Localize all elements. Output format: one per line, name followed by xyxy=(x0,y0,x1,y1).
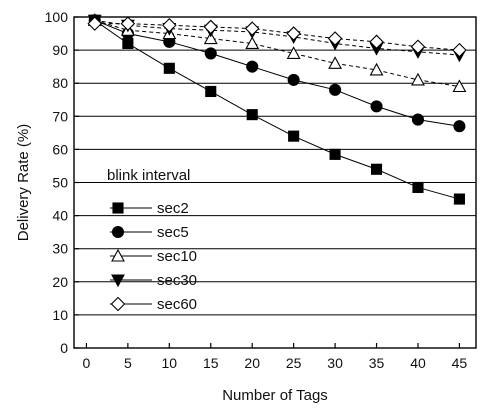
data-point-sec5 xyxy=(246,60,259,73)
data-point-sec2 xyxy=(246,109,258,121)
data-point-sec60 xyxy=(87,16,102,31)
data-point-sec60 xyxy=(327,31,343,46)
y-tick-label: 10 xyxy=(52,307,68,323)
series-line-sec60 xyxy=(94,23,460,51)
data-point-sec5 xyxy=(453,120,466,133)
legend-label-sec2: sec2 xyxy=(157,200,189,217)
y-tick-label: 70 xyxy=(52,108,68,124)
y-tick-label: 100 xyxy=(45,9,69,25)
data-point-sec10 xyxy=(203,31,218,45)
y-tick-label: 90 xyxy=(52,42,68,58)
grid-layer xyxy=(74,49,476,316)
x-tick-label: 30 xyxy=(327,355,343,371)
legend-title: blink interval xyxy=(107,167,190,184)
legend-marker-sec60 xyxy=(110,296,126,312)
data-point-sec5 xyxy=(329,83,342,96)
series-line-sec30 xyxy=(94,19,460,56)
y-tick-label: 30 xyxy=(52,241,68,257)
x-tick-label: 5 xyxy=(124,355,132,371)
legend-marker-sec2 xyxy=(112,202,124,214)
y-tick-label: 60 xyxy=(52,141,68,157)
data-point-sec10 xyxy=(369,62,384,76)
data-point-sec2 xyxy=(288,130,300,142)
legend-label-sec30: sec30 xyxy=(157,272,197,289)
y-tick-label: 0 xyxy=(60,340,68,356)
tick-layer: 0 10 20 30 40 50 60 70 80 90 100 0 5 10 15 20 25 30 35 40 45 xyxy=(45,9,468,371)
data-point-sec60 xyxy=(244,21,260,36)
data-point-sec2 xyxy=(453,193,465,205)
data-point-sec10 xyxy=(411,72,425,86)
legend-marker-sec30 xyxy=(111,274,125,288)
x-tick-label: 0 xyxy=(83,355,91,371)
x-tick-label: 15 xyxy=(203,355,219,371)
legend-label-sec60: sec60 xyxy=(157,296,197,313)
data-point-sec2 xyxy=(122,37,134,50)
x-tick-label: 20 xyxy=(244,355,260,371)
x-tick-label: 45 xyxy=(452,355,468,371)
legend-label-sec5: sec5 xyxy=(157,224,189,241)
x-tick-label: 25 xyxy=(286,355,302,371)
data-point-sec60 xyxy=(452,42,467,58)
data-point-sec5 xyxy=(370,100,383,113)
series-line-sec5 xyxy=(94,19,460,127)
data-point-sec2 xyxy=(329,148,341,160)
data-point-sec60 xyxy=(203,19,219,35)
series-layer xyxy=(87,13,467,205)
data-point-sec2 xyxy=(412,181,424,194)
legend: blink interval sec2 sec5 sec10 sec30 sec60 xyxy=(107,167,197,313)
x-axis-title: Number of Tags xyxy=(222,387,328,404)
x-tick-label: 35 xyxy=(369,355,385,371)
series-sec10 xyxy=(87,13,467,93)
x-tick-label: 10 xyxy=(162,355,178,371)
data-point-sec10 xyxy=(452,79,467,93)
data-point-sec10 xyxy=(245,36,260,50)
series-line-sec10 xyxy=(94,19,460,88)
data-point-sec5 xyxy=(287,73,300,86)
series-sec5 xyxy=(88,14,466,133)
x-tick-label: 40 xyxy=(410,355,426,371)
data-point-sec60 xyxy=(369,34,384,50)
data-point-sec60 xyxy=(286,26,301,41)
series-line-sec2 xyxy=(94,19,460,200)
data-point-sec2 xyxy=(370,163,383,175)
data-point-sec10 xyxy=(286,46,301,59)
data-point-sec60 xyxy=(120,16,136,31)
data-point-sec2 xyxy=(163,62,175,74)
y-tick-label: 40 xyxy=(52,208,68,224)
data-point-sec60 xyxy=(410,39,426,55)
legend-marker-sec5 xyxy=(111,225,125,239)
data-point-sec5 xyxy=(411,113,425,126)
data-point-sec5 xyxy=(204,47,217,60)
y-tick-label: 50 xyxy=(52,175,68,191)
y-tick-label: 80 xyxy=(52,75,68,91)
series-sec60 xyxy=(87,16,467,58)
data-point-sec10 xyxy=(328,56,343,69)
legend-marker-sec10 xyxy=(111,248,125,262)
legend-label-sec10: sec10 xyxy=(157,248,197,265)
y-axis-title: Delivery Rate (%) xyxy=(15,124,32,242)
data-point-sec60 xyxy=(162,17,177,33)
y-tick-label: 20 xyxy=(52,274,68,290)
data-point-sec2 xyxy=(205,85,217,98)
